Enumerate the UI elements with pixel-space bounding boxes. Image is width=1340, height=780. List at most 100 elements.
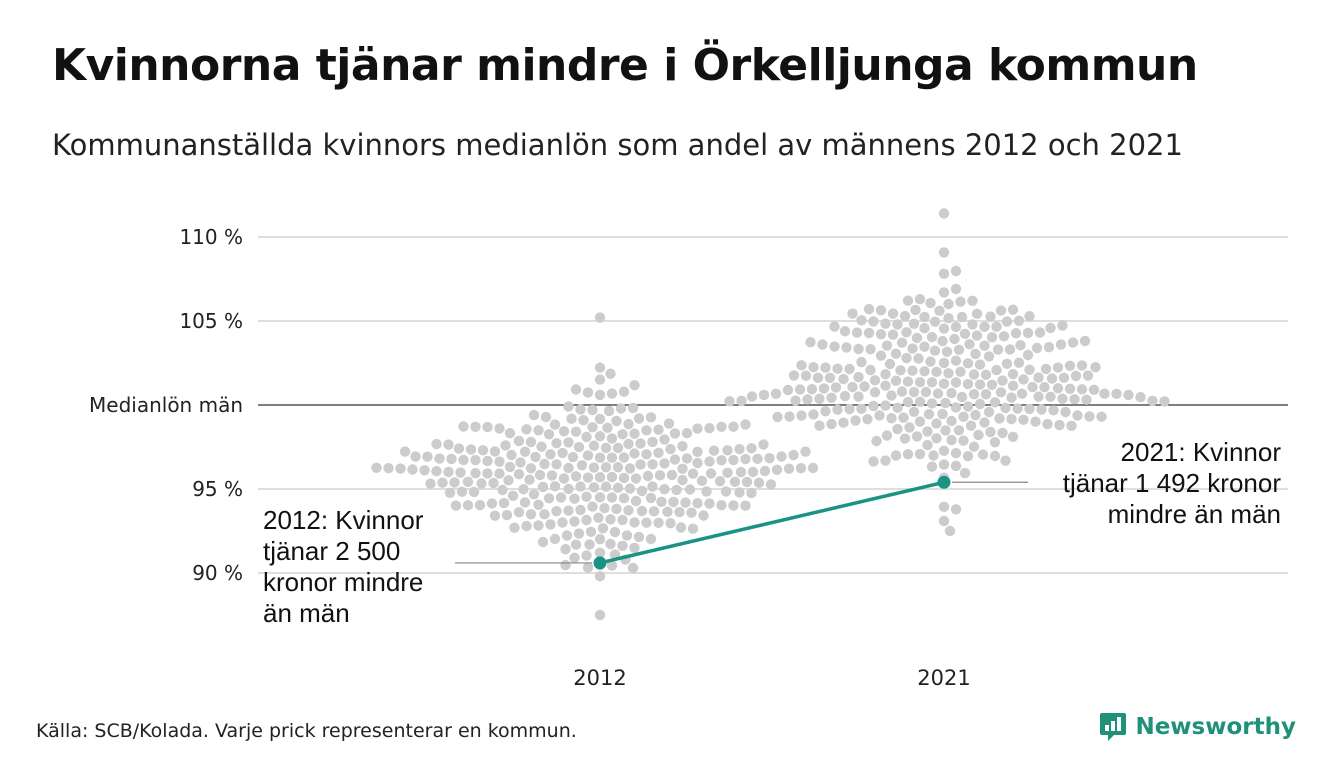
source-note: Källa: SCB/Kolada. Varje prick represent… — [36, 720, 577, 742]
dot-2012 — [582, 472, 594, 483]
dot-2012 — [641, 449, 652, 460]
dot-2021 — [956, 391, 968, 403]
dot-2021 — [1033, 372, 1044, 383]
dot-2012 — [519, 497, 531, 508]
dot-2012 — [549, 481, 561, 492]
dot-2012 — [549, 533, 561, 545]
y-tick-label-95: 95 % — [192, 477, 243, 501]
dot-2021 — [853, 371, 864, 383]
dot-2012 — [371, 462, 382, 473]
dot-2021 — [871, 435, 882, 447]
dot-2021 — [1000, 402, 1011, 414]
dot-2012 — [543, 429, 555, 440]
dot-2021 — [955, 296, 966, 307]
dot-2021 — [929, 345, 941, 356]
dot-2021 — [931, 366, 942, 377]
dot-2012 — [675, 522, 687, 533]
dot-2012 — [578, 415, 589, 426]
dot-2012 — [588, 482, 600, 493]
dot-2012 — [677, 463, 688, 474]
dot-2012 — [618, 493, 630, 504]
dot-2021 — [938, 323, 950, 334]
dot-2012 — [513, 435, 525, 447]
dot-2012 — [528, 489, 540, 500]
dot-2021 — [902, 295, 914, 306]
dot-2012 — [653, 424, 664, 435]
dot-2021 — [913, 353, 924, 364]
dot-2012 — [617, 540, 628, 551]
dot-2012 — [800, 446, 811, 457]
dot-2021 — [950, 283, 962, 295]
dot-2021 — [995, 387, 1007, 398]
dot-2021 — [1040, 363, 1052, 375]
dot-2012 — [422, 451, 433, 462]
dot-2021 — [974, 379, 986, 390]
dot-2021 — [880, 369, 891, 380]
dot-2012 — [627, 562, 639, 574]
dot-2021 — [967, 319, 978, 330]
dot-2021 — [808, 409, 819, 420]
dot-2021 — [1084, 411, 1095, 422]
dot-2021 — [790, 395, 801, 406]
dot-2012 — [735, 466, 747, 478]
y-tick-label-105: 105 % — [179, 309, 243, 333]
dot-2012 — [600, 442, 612, 454]
annotation-2012: 2012: Kvinnor tjänar 2 500 kronor mindre än… — [263, 505, 424, 628]
dot-2012 — [720, 486, 732, 497]
dot-2021 — [1022, 327, 1034, 339]
dot-2012 — [692, 498, 703, 509]
dot-2021 — [911, 332, 923, 344]
dot-2021 — [1099, 388, 1110, 399]
x-axis-labels: 2012 2021 — [573, 666, 970, 690]
dot-2012 — [740, 500, 751, 511]
dot-2012 — [399, 446, 411, 457]
dot-2021 — [992, 344, 1004, 355]
dot-2012 — [558, 473, 570, 484]
dot-2012 — [563, 505, 574, 516]
dot-2021 — [880, 380, 891, 391]
dot-2021 — [1013, 357, 1025, 368]
dot-2012 — [633, 413, 645, 424]
dot-2021 — [1043, 342, 1055, 353]
dot-2012 — [557, 447, 568, 459]
dot-2012 — [746, 487, 757, 499]
dot-2012 — [588, 440, 600, 451]
dot-2012 — [807, 462, 819, 474]
dot-2021 — [1034, 327, 1046, 338]
dot-2021 — [925, 356, 936, 367]
dot-2021 — [994, 413, 1005, 424]
dot-2012 — [537, 536, 549, 548]
dot-2021 — [950, 447, 962, 459]
dot-2021 — [1070, 370, 1082, 382]
dot-2012 — [623, 418, 634, 430]
dot-2021 — [968, 369, 980, 380]
dot-2021 — [902, 449, 914, 460]
dot-2021 — [818, 383, 830, 394]
dot-2021 — [820, 406, 831, 417]
x-tick-label-2012: 2012 — [573, 666, 626, 690]
dot-2021 — [1064, 383, 1076, 394]
dot-2012 — [518, 484, 529, 495]
dot-2012 — [623, 438, 634, 450]
dot-2021 — [965, 420, 977, 431]
dot-2021 — [1006, 413, 1017, 425]
dot-2021 — [1024, 403, 1035, 415]
dot-2012 — [584, 539, 595, 550]
dot-2012 — [594, 362, 606, 373]
dot-2012 — [569, 552, 580, 563]
dot-2012 — [567, 451, 579, 463]
dot-2012 — [407, 464, 418, 475]
dot-2021 — [983, 351, 995, 362]
dot-2021 — [746, 391, 758, 402]
dot-2012 — [434, 453, 445, 464]
dot-2021 — [1076, 384, 1088, 395]
dot-2012 — [551, 438, 562, 449]
dot-2021 — [937, 408, 948, 420]
dot-2012 — [686, 507, 697, 518]
dot-2012 — [606, 471, 618, 483]
dot-2021 — [782, 384, 794, 396]
dot-2012 — [617, 514, 628, 526]
dot-2012 — [740, 419, 751, 430]
dot-2012 — [582, 562, 594, 573]
dot-2021 — [962, 451, 974, 462]
